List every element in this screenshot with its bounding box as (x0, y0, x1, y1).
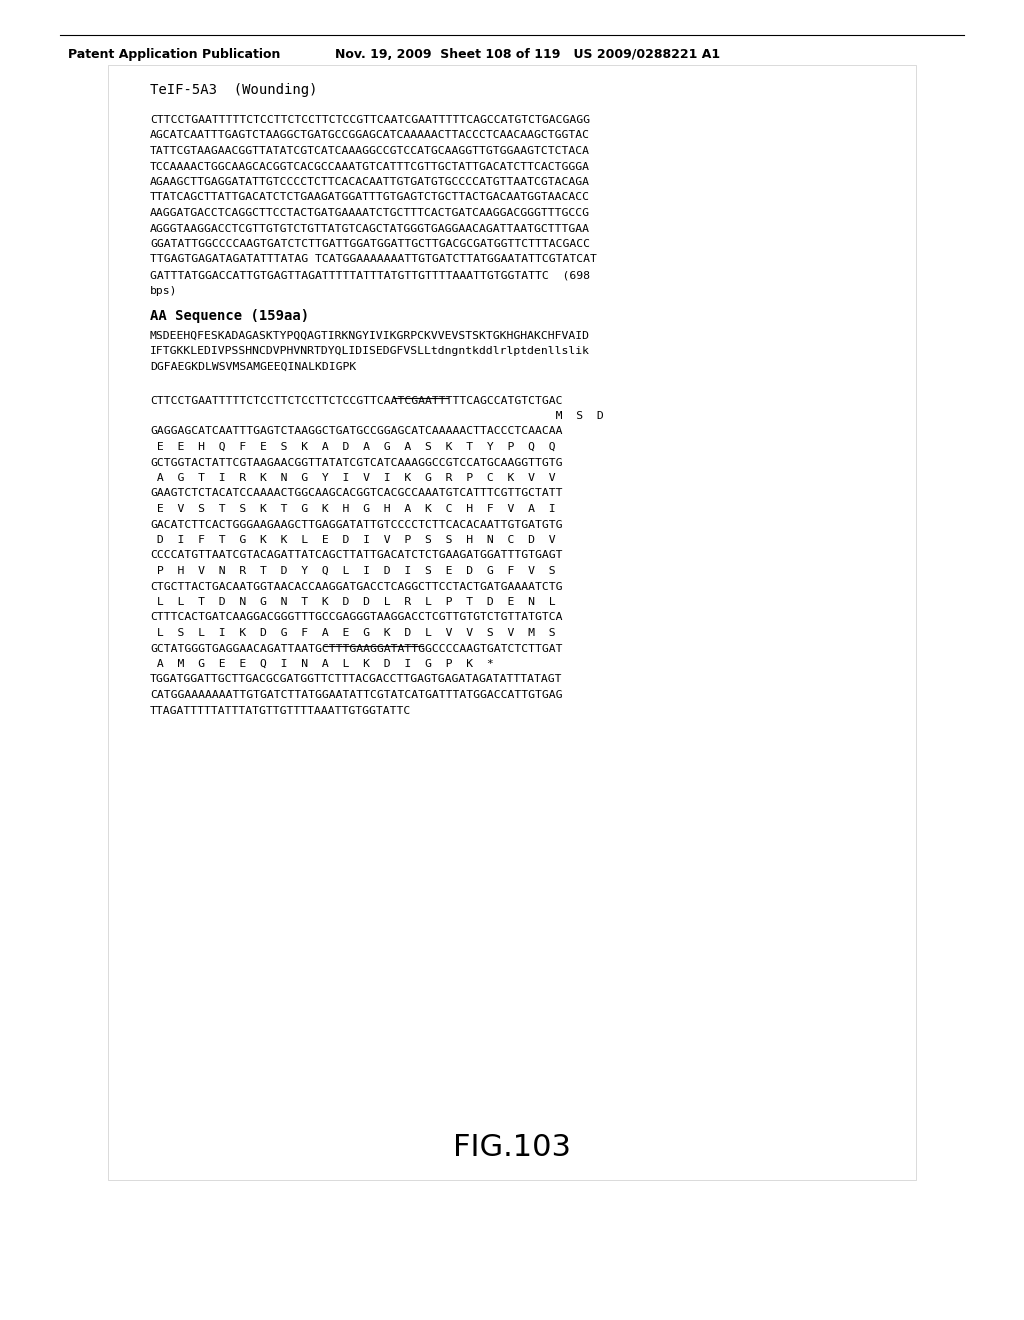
Text: TeIF-5A3  (Wounding): TeIF-5A3 (Wounding) (150, 83, 317, 96)
Text: L  L  T  D  N  G  N  T  K  D  D  L  R  L  P  T  D  E  N  L: L L T D N G N T K D D L R L P T D E N L (150, 597, 556, 607)
Text: TCCAAAACTGGCAAGCACGGTCACGCCAAATGTCATTTCGTTGCTATTGACATCTTCACTGGGA: TCCAAAACTGGCAAGCACGGTCACGCCAAATGTCATTTCG… (150, 161, 590, 172)
Text: GACATCTTCACTGGGAAGAAGCTTGAGGATATTGTCCCCTCTTCACACAATTGTGATGTG: GACATCTTCACTGGGAAGAAGCTTGAGGATATTGTCCCCT… (150, 520, 562, 529)
Text: GCTGGTACTATTCGTAAGAACGGTTATATCGTCATCAAAGGCCGTCCATGCAAGGTTGTG: GCTGGTACTATTCGTAAGAACGGTTATATCGTCATCAAAG… (150, 458, 562, 467)
Text: M  S  D: M S D (150, 411, 604, 421)
Text: TATTCGTAAGAACGGTTATATCGTCATCAAAGGCCGTCCATGCAAGGTTGTGGAAGTCTCTACA: TATTCGTAAGAACGGTTATATCGTCATCAAAGGCCGTCCA… (150, 147, 590, 156)
Text: Patent Application Publication: Patent Application Publication (68, 48, 281, 61)
Text: CTTCCTGAATTTTTCTCCTTCTCCTTCTCCGTTCAATCGAATTTTTCAGCCATGTCTGAC: CTTCCTGAATTTTTCTCCTTCTCCTTCTCCGTTCAATCGA… (150, 396, 562, 405)
Text: AGAAGCTTGAGGATATTGTCCCCTCTTCACACAATTGTGATGTGCCCCATGTTAATCGTACAGA: AGAAGCTTGAGGATATTGTCCCCTCTTCACACAATTGTGA… (150, 177, 590, 187)
Text: AGCATCAATTTGAGTCTAAGGCTGATGCCGGAGCATCAAAAACTTACCCTCAACAAGCTGGTAC: AGCATCAATTTGAGTCTAAGGCTGATGCCGGAGCATCAAA… (150, 131, 590, 140)
Text: A  M  G  E  E  Q  I  N  A  L  K  D  I  G  P  K  *: A M G E E Q I N A L K D I G P K * (150, 659, 494, 669)
Text: D  I  F  T  G  K  K  L  E  D  I  V  P  S  S  H  N  C  D  V: D I F T G K K L E D I V P S S H N C D V (150, 535, 556, 545)
Text: AAGGATGACCTCAGGCTTCCTACTGATGAAAATCTGCTTTCACTGATCAAGGACGGGTTTGCCG: AAGGATGACCTCAGGCTTCCTACTGATGAAAATCTGCTTT… (150, 209, 590, 218)
Text: CCCCATGTTAATCGTACAGATTATCAGCTTATTGACATCTCTGAAGATGGATTTGTGAGT: CCCCATGTTAATCGTACAGATTATCAGCTTATTGACATCT… (150, 550, 562, 561)
Text: L  S  L  I  K  D  G  F  A  E  G  K  D  L  V  V  S  V  M  S: L S L I K D G F A E G K D L V V S V M S (150, 628, 556, 638)
Text: IFTGKKLEDIVPSSHNCDVPHVNRTDYQLIDISEDGFVSLLtdngntkddlrlptdenllslik: IFTGKKLEDIVPSSHNCDVPHVNRTDYQLIDISEDGFVSL… (150, 346, 590, 356)
Text: AA Sequence (159aa): AA Sequence (159aa) (150, 309, 309, 323)
Text: P  H  V  N  R  T  D  Y  Q  L  I  D  I  S  E  D  G  F  V  S: P H V N R T D Y Q L I D I S E D G F V S (150, 566, 556, 576)
Text: DGFAEGKDLWSVMSAMGEEQINALKDIGPK: DGFAEGKDLWSVMSAMGEEQINALKDIGPK (150, 362, 356, 372)
Text: E  E  H  Q  F  E  S  K  A  D  A  G  A  S  K  T  Y  P  Q  Q: E E H Q F E S K A D A G A S K T Y P Q Q (150, 442, 556, 451)
Text: Nov. 19, 2009  Sheet 108 of 119   US 2009/0288221 A1: Nov. 19, 2009 Sheet 108 of 119 US 2009/0… (335, 48, 720, 61)
Text: CTGCTTACTGACAATGGTAACACCAAGGATGACCTCAGGCTTCCTACTGATGAAAATCTG: CTGCTTACTGACAATGGTAACACCAAGGATGACCTCAGGC… (150, 582, 562, 591)
Text: CTTCCTGAATTTTTCTCCTTCTCCTTCTCCGTTCAATCGAATTTTTCAGCCATGTCTGACGAGG: CTTCCTGAATTTTTCTCCTTCTCCTTCTCCGTTCAATCGA… (150, 115, 590, 125)
Text: bps): bps) (150, 285, 177, 296)
Text: GGATATTGGCCCCAAGTGATCTCTTGATTGGATGGATTGCTTGACGCGATGGTTCTTTACGACC: GGATATTGGCCCCAAGTGATCTCTTGATTGGATGGATTGC… (150, 239, 590, 249)
Text: TGGATGGATTGCTTGACGCGATGGTTCTTTACGACCTTGAGTGAGATAGATATTTATAGT: TGGATGGATTGCTTGACGCGATGGTTCTTTACGACCTTGA… (150, 675, 562, 685)
Text: GAGGAGCATCAATTTGAGTCTAAGGCTGATGCCGGAGCATCAAAAACTTACCCTCAACAA: GAGGAGCATCAATTTGAGTCTAAGGCTGATGCCGGAGCAT… (150, 426, 562, 437)
FancyBboxPatch shape (108, 65, 916, 1180)
Text: CATGGAAAAAAATTGTGATCTTATGGAATATTCGTATCATGATTTATGGACCATTGTGAG: CATGGAAAAAAATTGTGATCTTATGGAATATTCGTATCAT… (150, 690, 562, 700)
Text: CTTTCACTGATCAAGGACGGGTTTGCCGAGGGTAAGGACCTCGTTGTGTCTGTTATGTCA: CTTTCACTGATCAAGGACGGGTTTGCCGAGGGTAAGGACC… (150, 612, 562, 623)
Text: GATTTATGGACCATTGTGAGTTAGATTTTTATTTATGTTGTTTTAAATTGTGGTATTC  (698: GATTTATGGACCATTGTGAGTTAGATTTTTATTTATGTTG… (150, 271, 590, 280)
Text: AGGGTAAGGACCTCGTTGTGTCTGTTATGTCAGCTATGGGTGAGGAACAGATTAATGCTTTGAA: AGGGTAAGGACCTCGTTGTGTCTGTTATGTCAGCTATGGG… (150, 223, 590, 234)
Text: A  G  T  I  R  K  N  G  Y  I  V  I  K  G  R  P  C  K  V  V: A G T I R K N G Y I V I K G R P C K V V (150, 473, 556, 483)
Text: TTGAGTGAGATAGATATTTATAG TCATGGAAAAAAATTGTGATCTTATGGAATATTCGTATCAT: TTGAGTGAGATAGATATTTATAG TCATGGAAAAAAATTG… (150, 255, 597, 264)
Text: TTAGATTTTTATTTATGTTGTTTTAAATTGTGGTATTC: TTAGATTTTTATTTATGTTGTTTTAAATTGTGGTATTC (150, 705, 412, 715)
Text: FIG.103: FIG.103 (453, 1133, 571, 1162)
Text: GAAGTCTCTACATCCAAAACTGGCAAGCACGGTCACGCCAAATGTCATTTCGTTGCTATT: GAAGTCTCTACATCCAAAACTGGCAAGCACGGTCACGCCA… (150, 488, 562, 499)
Text: MSDEEHQFESKADAGASKTYPQQAGTIRKNGYIVIKGRPCKVVEVSTSKTGKHGHAKCHFVAID: MSDEEHQFESKADAGASKTYPQQAGTIRKNGYIVIKGRPC… (150, 331, 590, 341)
Text: GCTATGGGTGAGGAACAGATTAATGCTTTGAAGGATATTGGCCCCAAGTGATCTCTTGAT: GCTATGGGTGAGGAACAGATTAATGCTTTGAAGGATATTG… (150, 644, 562, 653)
Text: E  V  S  T  S  K  T  G  K  H  G  H  A  K  C  H  F  V  A  I: E V S T S K T G K H G H A K C H F V A I (150, 504, 556, 513)
Text: TTATCAGCTTATTGACATCTCTGAAGATGGATTTGTGAGTCTGCTTACTGACAATGGTAACACC: TTATCAGCTTATTGACATCTCTGAAGATGGATTTGTGAGT… (150, 193, 590, 202)
